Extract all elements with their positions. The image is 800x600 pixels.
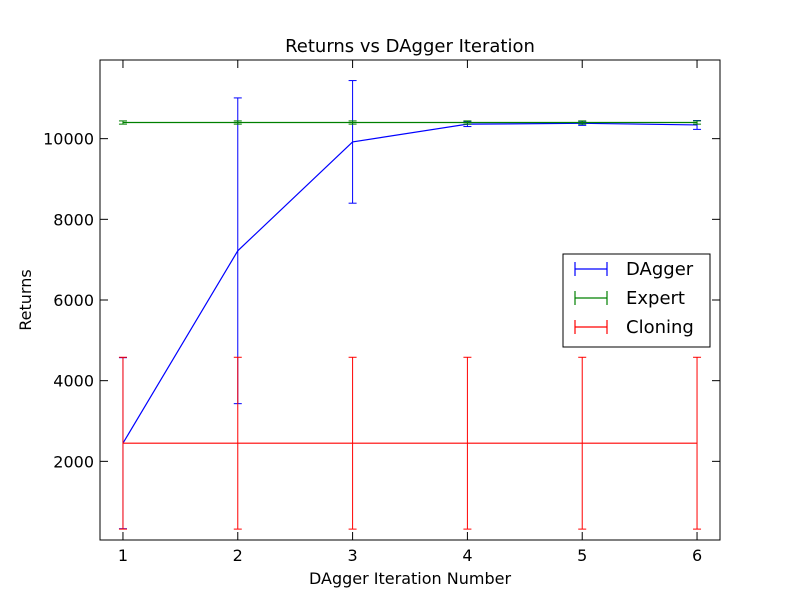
series-line-dagger — [122, 122, 698, 444]
y-tick-label: 2000 — [53, 452, 94, 471]
x-tick-label: 5 — [577, 546, 587, 565]
legend-label: DAgger — [626, 259, 694, 280]
series-cloning — [118, 356, 702, 530]
x-tick-label: 3 — [347, 546, 357, 565]
legend: DAgger Expert Cloning — [562, 253, 711, 348]
y-tick-label: 8000 — [53, 210, 94, 229]
x-tick-label: 4 — [462, 546, 472, 565]
x-tick-label: 1 — [118, 546, 128, 565]
series-expert — [118, 120, 702, 125]
axis-ticks: 1 2 3 4 5 6 2000 4000 6000 8000 10000 — [43, 60, 720, 565]
plot-area — [118, 80, 702, 530]
legend-label: Cloning — [626, 317, 694, 338]
y-axis-label: Returns — [16, 269, 35, 330]
legend-item-dagger: DAgger — [574, 259, 694, 280]
legend-label: Expert — [626, 288, 685, 309]
y-tick-label: 6000 — [53, 291, 94, 310]
y-tick-label: 10000 — [43, 130, 94, 149]
y-tick-label: 4000 — [53, 372, 94, 391]
legend-item-cloning: Cloning — [574, 317, 694, 338]
chart-title: Returns vs DAgger Iteration — [285, 36, 535, 57]
x-tick-label: 2 — [233, 546, 243, 565]
x-tick-label: 6 — [692, 546, 702, 565]
x-axis-label: DAgger Iteration Number — [309, 569, 511, 588]
legend-item-expert: Expert — [574, 288, 685, 309]
